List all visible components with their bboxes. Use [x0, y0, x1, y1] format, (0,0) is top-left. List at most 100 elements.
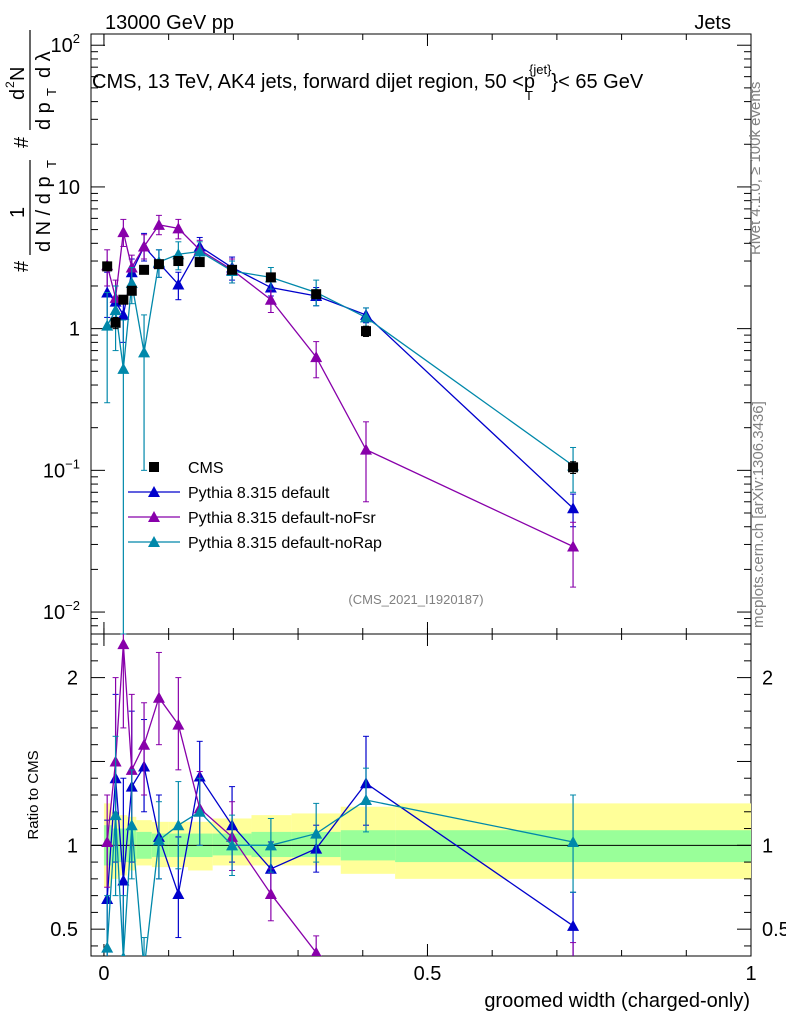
ratio-y-tick-label-right: 0.5: [762, 919, 786, 941]
main-data-point: [126, 285, 137, 296]
ratio-y-tick-label: 0.5: [50, 919, 78, 941]
legend-marker: [148, 536, 160, 547]
legend-entry-label: Pythia 8.315 default-noFsr: [188, 510, 376, 527]
main-data-point: [361, 326, 371, 337]
analysis-watermark: (CMS_2021_I1920187): [348, 592, 483, 607]
ratio-data-point: [138, 738, 151, 750]
ratio-data-point: [152, 691, 165, 703]
y-tick-exponent: 2: [73, 31, 80, 46]
ylabel-hash1: #: [11, 260, 33, 272]
ratio-series-group: [101, 735, 580, 974]
plot-title-tail: }< 65 GeV: [551, 71, 643, 93]
mcplots-label: mcplots.cern.ch [arXiv:1306.3436]: [750, 401, 767, 628]
ratio-plot-frame: [90, 633, 752, 957]
main-data-point: [153, 259, 164, 270]
main-data-point: [227, 264, 238, 275]
ylabel-dlambda: d λ: [33, 51, 55, 78]
ratio-y-axis-label: Ratio to CMS: [25, 750, 42, 839]
x-tick-label: 0: [98, 963, 109, 985]
ratio-data-point: [125, 819, 138, 831]
legend: CMS Pythia 8.315 default Pythia 8.315 defa…: [128, 460, 382, 552]
ratio-data-point: [109, 809, 122, 821]
main-data-point: [138, 346, 151, 358]
main-data-point: [310, 351, 323, 363]
main-data-point: [567, 540, 580, 552]
y-tick-exponent: −1: [65, 456, 80, 471]
ratio-data-point: [120, 951, 126, 956]
main-data-point: [102, 261, 113, 272]
ratio-y-tick-label: 1: [67, 835, 78, 857]
main-data-point: [109, 304, 122, 316]
main-data-point: [172, 278, 185, 290]
header-left: 13000 GeV pp: [105, 12, 234, 34]
rivet-version-label: Rivet 4.1.0, ≥ 100k events: [747, 82, 764, 255]
plot-title: CMS, 13 TeV, AK4 jets, forward dijet reg…: [92, 62, 644, 103]
main-series-line: [106, 224, 574, 548]
ratio-y-tick-label-right: 1: [762, 835, 773, 857]
ratio-data-point: [172, 819, 185, 831]
main-series-layer: [101, 214, 580, 635]
main-data-point: [311, 289, 322, 300]
ratio-y-tick-label-right: 2: [762, 668, 773, 690]
ratio-data-point: [117, 638, 130, 650]
ratio-data-point: [567, 835, 580, 847]
ylabel-t1: T: [44, 160, 59, 168]
main-y-axis-label: # 1 d N / d p T # d 2 N d p T d λ: [3, 30, 59, 272]
plot-title-sup: {jet}: [529, 62, 552, 77]
main-data-point: [172, 222, 185, 234]
ratio-data-point: [264, 887, 277, 899]
main-data-point: [139, 264, 150, 275]
main-data-point: [173, 256, 184, 267]
ratio-data-point: [152, 834, 165, 846]
main-data-point: [118, 294, 129, 305]
ylabel-dp: d p: [33, 102, 55, 130]
legend-marker-cms: [149, 462, 159, 472]
ratio-data-point: [101, 835, 114, 847]
ratio-data-point: [172, 887, 185, 899]
ratio-y-tick-label: 2: [67, 668, 78, 690]
plot-title-main: CMS, 13 TeV, AK4 jets, forward dijet reg…: [92, 71, 524, 93]
y-tick-label: 10: [58, 177, 80, 199]
ratio-data-point: [567, 960, 579, 971]
main-data-point: [194, 257, 205, 268]
header-right: Jets: [694, 12, 731, 34]
main-data-point: [360, 311, 372, 323]
plot-title-p: p: [524, 71, 535, 93]
main-data-point: [138, 240, 151, 252]
main-data-point: [117, 308, 130, 320]
ylabel-hash2: #: [11, 136, 33, 148]
ylabel-t2: T: [44, 88, 59, 96]
main-data-point: [265, 272, 276, 283]
main-data-point: [568, 462, 579, 473]
legend-entry-label: Pythia 8.315 default: [188, 485, 330, 502]
ratio-data-point: [264, 839, 277, 851]
ratio-uncertainty-bands: [91, 803, 751, 888]
ratio-series-layer: [101, 634, 580, 993]
main-data-point: [360, 443, 372, 455]
main-data-point: [117, 226, 130, 238]
ylabel-one: 1: [7, 207, 29, 218]
ratio-data-point: [138, 963, 150, 974]
main-data-point: [125, 276, 138, 288]
legend-entry-label: CMS: [188, 460, 224, 477]
main-data-point: [117, 362, 130, 374]
y-tick-label: 102: [51, 31, 80, 57]
ratio-data-point: [226, 839, 239, 851]
ratio-data-point: [117, 874, 130, 886]
ylabel-two: 2: [3, 81, 17, 88]
main-data-point: [264, 293, 277, 305]
ratio-data-point: [101, 941, 114, 953]
main-data-point: [152, 218, 165, 230]
x-tick-label: 0.5: [414, 963, 442, 985]
ratio-data-point: [310, 827, 323, 839]
ratio-data-point: [360, 794, 372, 806]
ylabel-dn: d N / d p: [33, 176, 55, 252]
y-tick-label: 10−1: [43, 456, 80, 482]
ratio-data-point: [360, 982, 372, 993]
main-data-point: [110, 317, 121, 328]
ratio-data-point: [172, 718, 185, 730]
legend-marker: [148, 511, 160, 522]
x-tick-label: 1: [745, 963, 756, 985]
legend-marker: [148, 486, 160, 497]
